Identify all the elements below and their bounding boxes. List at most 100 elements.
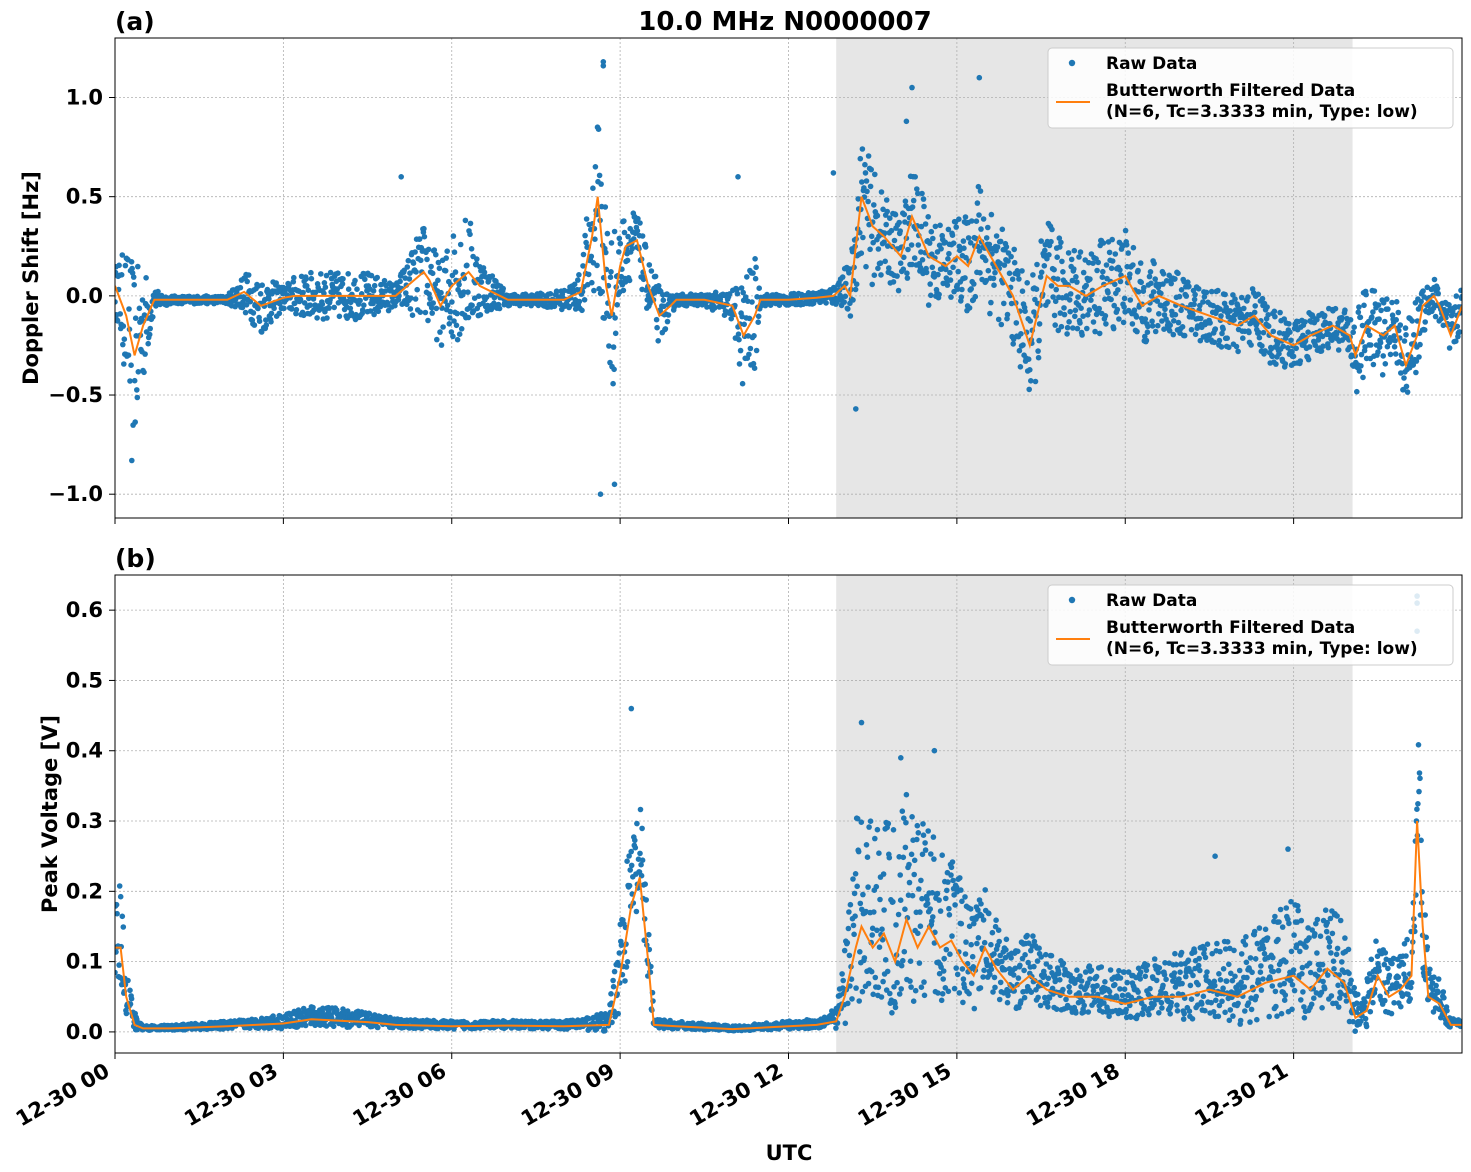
raw-data-point bbox=[447, 308, 454, 315]
raw-data-point bbox=[653, 316, 660, 323]
raw-data-point bbox=[1185, 279, 1191, 286]
raw-data-point bbox=[1245, 294, 1251, 300]
raw-data-point bbox=[986, 241, 993, 248]
raw-data-point bbox=[286, 282, 292, 288]
raw-data-point bbox=[1071, 247, 1078, 254]
raw-data-point bbox=[1299, 971, 1305, 977]
raw-data-point bbox=[1110, 325, 1117, 332]
raw-data-point bbox=[1300, 989, 1306, 995]
raw-data-point bbox=[1057, 977, 1063, 983]
raw-data-point bbox=[879, 926, 885, 932]
raw-data-point bbox=[425, 246, 432, 253]
raw-data-point bbox=[936, 970, 943, 977]
raw-data-point bbox=[1080, 269, 1087, 276]
raw-data-point bbox=[1079, 332, 1085, 338]
raw-data-point bbox=[611, 228, 618, 235]
raw-data-point bbox=[116, 962, 122, 968]
raw-data-point bbox=[637, 220, 643, 226]
raw-data-point bbox=[953, 965, 959, 971]
raw-data-point bbox=[1227, 1007, 1234, 1013]
raw-data-point bbox=[1120, 319, 1127, 326]
raw-data-point bbox=[468, 246, 475, 252]
raw-data-point bbox=[621, 229, 628, 236]
raw-data-point bbox=[1391, 333, 1397, 339]
raw-data-point bbox=[957, 247, 963, 254]
raw-data-point bbox=[1102, 313, 1109, 319]
raw-data-point bbox=[833, 1025, 839, 1031]
raw-data-point bbox=[611, 481, 618, 488]
raw-data-point bbox=[642, 244, 649, 250]
raw-data-point bbox=[429, 310, 436, 316]
raw-data-point bbox=[1418, 298, 1424, 305]
raw-data-point bbox=[945, 226, 952, 233]
raw-data-point bbox=[1038, 269, 1045, 276]
raw-data-point bbox=[263, 322, 270, 328]
raw-data-point bbox=[1262, 348, 1268, 354]
raw-data-point bbox=[1413, 358, 1420, 364]
raw-data-point bbox=[374, 274, 381, 281]
raw-data-point bbox=[850, 922, 857, 929]
raw-data-point bbox=[1228, 970, 1234, 977]
raw-data-point bbox=[1066, 989, 1073, 995]
raw-data-point bbox=[1302, 319, 1308, 325]
raw-data-point bbox=[1233, 343, 1240, 350]
raw-data-point bbox=[626, 277, 633, 284]
raw-data-point bbox=[378, 288, 385, 294]
raw-data-point bbox=[747, 345, 754, 352]
raw-data-point bbox=[857, 155, 864, 162]
raw-data-point bbox=[906, 861, 912, 868]
raw-data-point bbox=[980, 917, 987, 923]
raw-data-point bbox=[1291, 987, 1298, 994]
raw-data-point bbox=[963, 939, 969, 945]
raw-data-point bbox=[1053, 1006, 1060, 1012]
raw-data-point bbox=[655, 338, 661, 344]
raw-data-point bbox=[616, 249, 622, 255]
raw-data-point bbox=[1128, 1014, 1134, 1020]
raw-data-point bbox=[1017, 962, 1023, 969]
raw-data-point bbox=[1146, 1011, 1152, 1018]
raw-data-point bbox=[845, 306, 851, 312]
raw-data-point bbox=[1173, 961, 1180, 968]
raw-data-point bbox=[1076, 254, 1082, 260]
raw-data-point bbox=[1293, 345, 1299, 352]
raw-data-point bbox=[566, 303, 573, 310]
raw-data-point bbox=[1159, 318, 1165, 324]
raw-data-point bbox=[1176, 976, 1182, 982]
raw-data-point bbox=[943, 946, 950, 953]
raw-data-point bbox=[115, 969, 118, 976]
raw-data-point bbox=[244, 278, 250, 285]
raw-data-point bbox=[884, 968, 891, 975]
raw-data-point bbox=[1005, 992, 1011, 999]
raw-data-point bbox=[428, 305, 435, 311]
raw-data-point bbox=[752, 275, 759, 282]
raw-data-point bbox=[997, 260, 1003, 267]
raw-data-point bbox=[959, 898, 965, 905]
raw-data-point bbox=[867, 818, 874, 824]
raw-data-point bbox=[1454, 323, 1461, 330]
raw-data-point bbox=[488, 306, 495, 313]
raw-data-point bbox=[1281, 980, 1287, 987]
raw-data-point bbox=[443, 255, 450, 261]
y-axis-label: Doppler Shift [Hz] bbox=[19, 171, 43, 385]
raw-data-point bbox=[270, 1013, 276, 1019]
raw-data-point bbox=[1151, 1001, 1157, 1008]
raw-data-point bbox=[874, 927, 880, 934]
raw-data-point bbox=[1075, 294, 1081, 300]
raw-data-point bbox=[1061, 305, 1067, 311]
legend-box bbox=[1047, 47, 1454, 129]
raw-data-point bbox=[1202, 954, 1209, 961]
raw-data-point bbox=[916, 960, 923, 966]
raw-data-point bbox=[123, 1010, 130, 1017]
raw-data-point bbox=[859, 179, 865, 185]
y-tick-label: 0.0 bbox=[66, 284, 103, 308]
raw-data-point bbox=[604, 230, 611, 237]
raw-data-point bbox=[277, 301, 283, 307]
raw-data-point bbox=[899, 808, 906, 814]
raw-data-point bbox=[871, 909, 877, 915]
raw-data-point bbox=[146, 331, 153, 338]
raw-data-point bbox=[875, 265, 881, 272]
raw-data-point bbox=[135, 369, 142, 375]
raw-data-point bbox=[1222, 291, 1228, 298]
raw-data-point bbox=[940, 968, 947, 974]
raw-data-point bbox=[1004, 999, 1011, 1006]
